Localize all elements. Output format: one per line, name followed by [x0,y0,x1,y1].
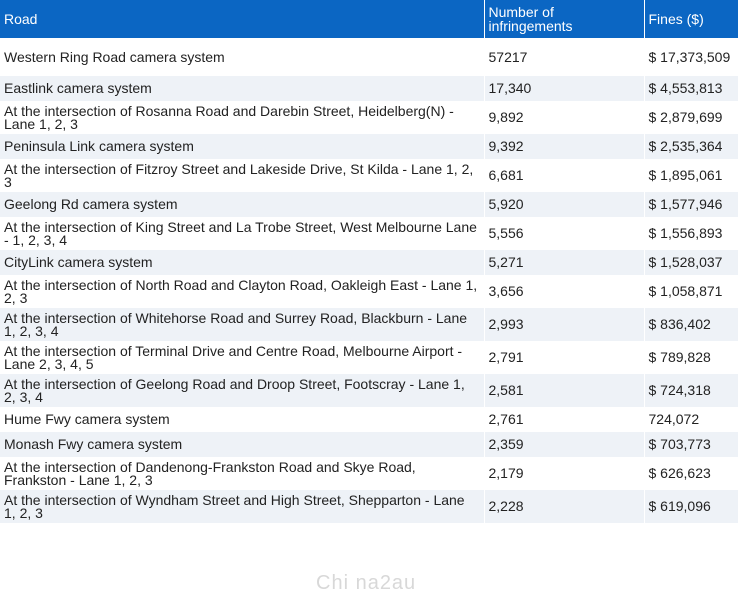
table-row: At the intersection of Fitzroy Street an… [0,159,738,192]
cell-road: At the intersection of Whitehorse Road a… [0,308,485,341]
table-row: At the intersection of Wyndham Street an… [0,490,738,523]
table-body: Western Ring Road camera system 57217 $ 17… [0,38,738,523]
cell-road: Western Ring Road camera system [0,38,485,76]
table-row: At the intersection of Terminal Drive an… [0,341,738,374]
cell-fines: $ 1,556,893 [644,217,738,250]
cell-infringements: 9,392 [484,134,645,159]
table-row: Peninsula Link camera system 9,392 $ 2,535… [0,134,738,159]
cell-infringements: 3,656 [484,275,645,308]
cell-infringements: 5,271 [484,250,645,275]
table-row: Eastlink camera system 17,340 $ 4,553,813 [0,76,738,101]
cell-fines: $ 619,096 [644,490,738,523]
table-row: At the intersection of King Street and L… [0,217,738,250]
cell-road: Geelong Rd camera system [0,192,485,217]
table-row: At the intersection of North Road and Cl… [0,275,738,308]
table-row: At the intersection of Geelong Road and … [0,374,738,407]
cell-road: At the intersection of Rosanna Road and … [0,101,485,134]
header-road: Road [0,0,485,38]
cell-fines: $ 1,058,871 [644,275,738,308]
header-infringements: Number of infringements [484,0,645,38]
table-row: Western Ring Road camera system 57217 $ 17… [0,38,738,76]
cell-road: At the intersection of North Road and Cl… [0,275,485,308]
cell-fines: $ 724,318 [644,374,738,407]
cell-fines: $ 17,373,509 [644,38,738,76]
cell-fines: $ 2,879,699 [644,101,738,134]
cell-infringements: 9,892 [484,101,645,134]
cell-road: Eastlink camera system [0,76,485,101]
cell-fines: $ 626,623 [644,457,738,490]
cell-infringements: 5,556 [484,217,645,250]
table-row: At the intersection of Dandenong-Frankst… [0,457,738,490]
cell-road: Hume Fwy camera system [0,407,485,432]
cell-road: At the intersection of King Street and L… [0,217,485,250]
cell-infringements: 2,791 [484,341,645,374]
cell-road: CityLink camera system [0,250,485,275]
table-row: At the intersection of Whitehorse Road a… [0,308,738,341]
cell-infringements: 2,993 [484,308,645,341]
cell-infringements: 5,920 [484,192,645,217]
cell-fines: $ 1,577,946 [644,192,738,217]
cell-infringements: 57217 [484,38,645,76]
cell-fines: $ 836,402 [644,308,738,341]
cell-fines: $ 1,895,061 [644,159,738,192]
cell-fines: $ 703,773 [644,432,738,457]
cell-fines: $ 1,528,037 [644,250,738,275]
cell-road: At the intersection of Fitzroy Street an… [0,159,485,192]
table-row: At the intersection of Rosanna Road and … [0,101,738,134]
cell-infringements: 2,228 [484,490,645,523]
cell-infringements: 2,359 [484,432,645,457]
cell-fines: $ 2,535,364 [644,134,738,159]
cell-infringements: 2,761 [484,407,645,432]
cell-road: Monash Fwy camera system [0,432,485,457]
cell-fines: $ 4,553,813 [644,76,738,101]
cell-road: At the intersection of Wyndham Street an… [0,490,485,523]
cell-road: At the intersection of Dandenong-Frankst… [0,457,485,490]
table-row: Monash Fwy camera system 2,359 $ 703,773 [0,432,738,457]
header-fines: Fines ($) [644,0,738,38]
cell-fines: $ 789,828 [644,341,738,374]
cell-infringements: 6,681 [484,159,645,192]
header-row: Road Number of infringements Fines ($) [0,0,738,38]
cell-infringements: 2,581 [484,374,645,407]
cell-road: At the intersection of Geelong Road and … [0,374,485,407]
cell-fines: 724,072 [644,407,738,432]
infringements-table: Road Number of infringements Fines ($) W… [0,0,738,523]
cell-road: At the intersection of Terminal Drive an… [0,341,485,374]
cell-infringements: 17,340 [484,76,645,101]
cell-road: Peninsula Link camera system [0,134,485,159]
table-row: Hume Fwy camera system 2,761 724,072 [0,407,738,432]
table-row: CityLink camera system 5,271 $ 1,528,037 [0,250,738,275]
cell-infringements: 2,179 [484,457,645,490]
table-row: Geelong Rd camera system 5,920 $ 1,577,946 [0,192,738,217]
table-header: Road Number of infringements Fines ($) [0,0,738,38]
watermark: Chi na2au [316,572,417,594]
